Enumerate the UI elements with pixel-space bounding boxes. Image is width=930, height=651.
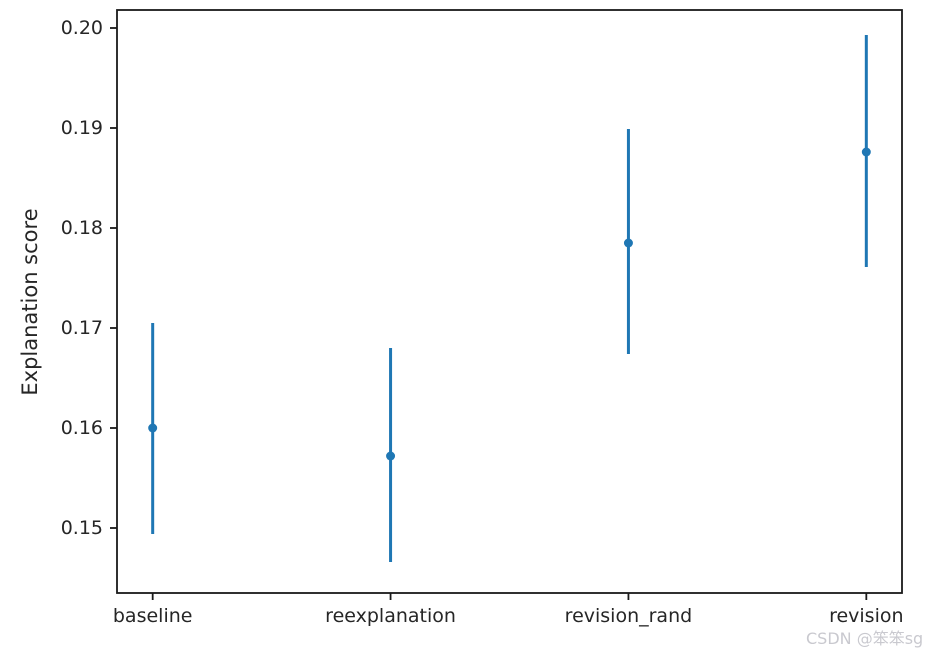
y-tick-label: 0.18 (61, 217, 103, 239)
data-point-revision (861, 147, 871, 157)
plot-frame (116, 9, 903, 594)
data-point-reexplanation (386, 451, 396, 461)
y-tick-label: 0.20 (61, 17, 103, 39)
watermark: CSDN @笨笨sg (806, 629, 923, 648)
y-tick-label: 0.19 (61, 117, 103, 139)
y-tick-label: 0.16 (61, 417, 103, 439)
x-tick-label-revision_rand: revision_rand (565, 605, 693, 627)
chart-layer: 0.15 0.16 0.17 0.18 0.19 0.20 baseline reexplan… (61, 9, 904, 627)
y-axis-label: Explanation score (18, 208, 42, 395)
x-tick-label-reexplanation: reexplanation (325, 605, 456, 627)
data-point-baseline (148, 423, 158, 433)
y-tick-label: 0.15 (61, 517, 103, 539)
data-point-revision_rand (623, 238, 633, 248)
x-tick-label-baseline: baseline (113, 605, 193, 627)
y-tick-label: 0.17 (61, 317, 103, 339)
x-tick-label-revision: revision (829, 605, 903, 627)
